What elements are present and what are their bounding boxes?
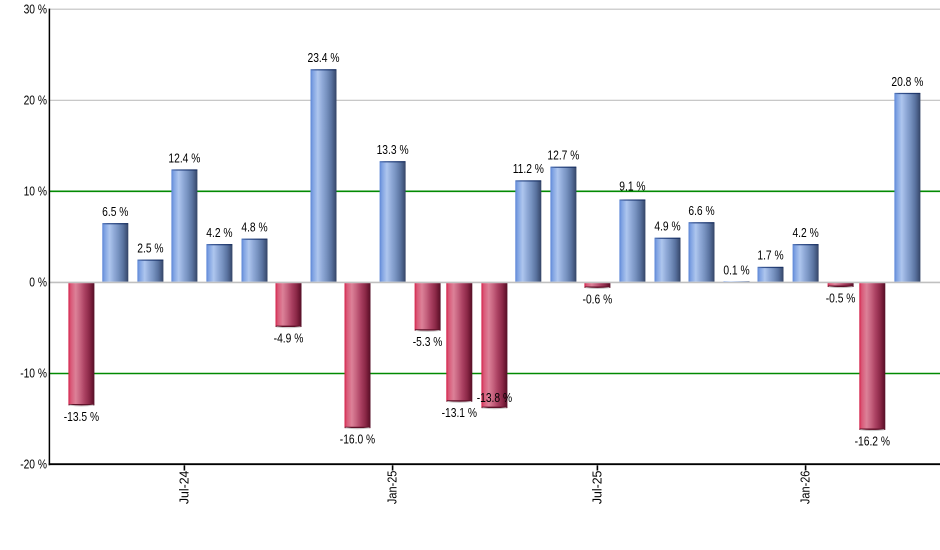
svg-text:-5.3 %: -5.3 %: [413, 334, 443, 349]
svg-text:6.6 %: 6.6 %: [688, 203, 715, 218]
svg-text:2.5 %: 2.5 %: [137, 240, 164, 255]
svg-text:-0.5 %: -0.5 %: [826, 291, 856, 306]
svg-text:-13.1 %: -13.1 %: [442, 405, 478, 420]
svg-text:4.8 %: 4.8 %: [241, 220, 268, 235]
svg-text:12.7 %: 12.7 %: [547, 148, 579, 163]
svg-text:11.2 %: 11.2 %: [513, 161, 545, 176]
svg-text:-10 %: -10 %: [20, 366, 47, 381]
svg-text:4.2 %: 4.2 %: [792, 225, 819, 240]
svg-text:Jul-25: Jul-25: [589, 471, 604, 505]
svg-text:1.7 %: 1.7 %: [757, 248, 784, 263]
svg-text:-16.2 %: -16.2 %: [855, 433, 891, 448]
svg-text:30 %: 30 %: [24, 1, 48, 16]
svg-text:4.2 %: 4.2 %: [206, 225, 233, 240]
svg-text:0.1 %: 0.1 %: [723, 262, 750, 277]
svg-text:20 %: 20 %: [24, 93, 48, 108]
svg-text:20.8 %: 20.8 %: [891, 74, 923, 89]
svg-text:-0.6 %: -0.6 %: [583, 291, 613, 306]
svg-text:-20 %: -20 %: [20, 457, 47, 472]
svg-text:-13.5 %: -13.5 %: [64, 409, 100, 424]
svg-text:Jul-24: Jul-24: [176, 471, 191, 505]
svg-text:-4.9 %: -4.9 %: [274, 331, 304, 346]
svg-text:Jan-26: Jan-26: [798, 471, 813, 505]
svg-text:23.4 %: 23.4 %: [308, 50, 340, 65]
svg-text:0 %: 0 %: [29, 275, 47, 290]
svg-text:4.9 %: 4.9 %: [654, 219, 681, 234]
svg-text:12.4 %: 12.4 %: [168, 150, 200, 165]
svg-text:9.1 %: 9.1 %: [619, 178, 646, 193]
svg-text:Jan-25: Jan-25: [385, 471, 400, 505]
svg-text:-13.8 %: -13.8 %: [477, 390, 513, 405]
svg-text:-16.0 %: -16.0 %: [340, 432, 376, 447]
svg-text:10 %: 10 %: [24, 184, 48, 199]
svg-text:13.3 %: 13.3 %: [377, 142, 409, 157]
svg-text:6.5 %: 6.5 %: [102, 204, 129, 219]
